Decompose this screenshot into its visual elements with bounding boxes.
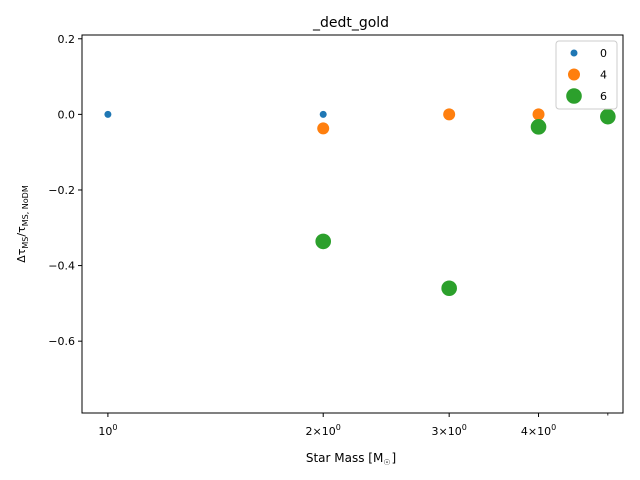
legend-label-4: 4 xyxy=(600,69,607,82)
legend: 0 4 6 xyxy=(555,40,618,110)
legend-box xyxy=(555,40,618,110)
point-series-4-1 xyxy=(443,108,456,121)
point-series-4-0 xyxy=(317,122,330,135)
x-tick-label: 4×100 xyxy=(521,423,556,438)
point-series-0-0 xyxy=(104,110,112,118)
point-series-6-1 xyxy=(441,280,457,297)
y-tick-label: −0.6 xyxy=(48,335,75,348)
point-series-6-3 xyxy=(600,108,616,125)
point-series-6-2 xyxy=(530,119,547,135)
y-tick-label: −0.4 xyxy=(48,260,75,273)
y-tick-label: −0.2 xyxy=(48,184,75,197)
x-axis-label: Star Mass [M☉] xyxy=(306,451,396,467)
legend-marker-4 xyxy=(568,68,580,81)
point-series-4-2 xyxy=(532,108,545,121)
x-tick-label: 100 xyxy=(98,423,117,438)
y-tick-label: 0.0 xyxy=(58,108,76,121)
y-tick-label: 0.2 xyxy=(58,33,76,46)
legend-marker-0 xyxy=(570,49,578,57)
chart-title: _dedt_gold xyxy=(312,15,389,31)
point-series-0-1 xyxy=(319,110,327,118)
x-tick-label: 3×100 xyxy=(432,423,467,438)
x-tick-label: 2×100 xyxy=(306,423,341,438)
point-series-6-0 xyxy=(315,233,332,250)
y-axis-label: ΔτMS/τMS, NoDM xyxy=(15,185,30,263)
legend-marker-6 xyxy=(566,88,582,104)
legend-label-6: 6 xyxy=(600,90,607,103)
plot-frame xyxy=(81,34,624,414)
legend-label-0: 0 xyxy=(600,47,607,60)
